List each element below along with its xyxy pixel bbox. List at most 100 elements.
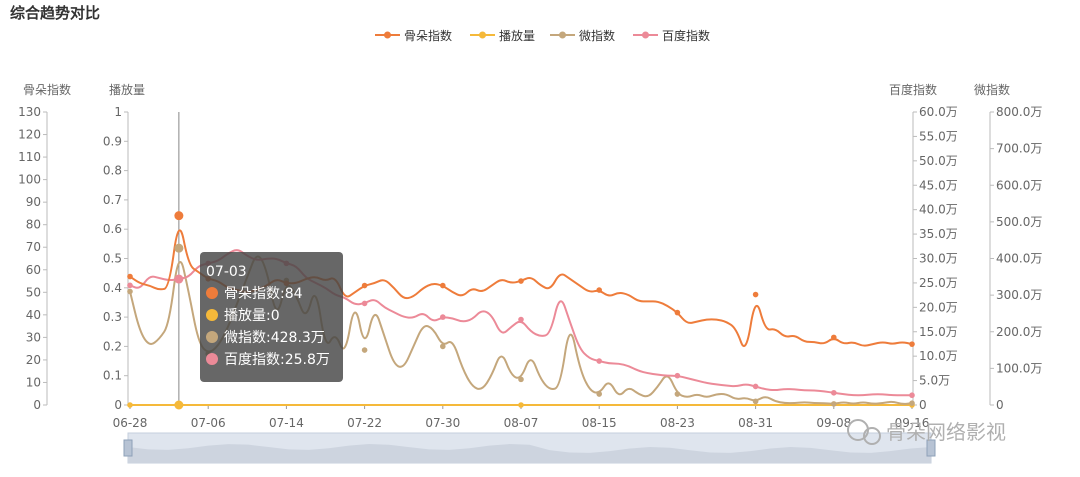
axis-tick-label: 45.0万	[919, 178, 958, 192]
hover-point	[174, 274, 184, 284]
zoom-handle-right[interactable]	[926, 439, 936, 457]
legend-item[interactable]: 骨朵指数	[375, 28, 452, 43]
tooltip-row: 播放量:0	[224, 308, 280, 324]
data-point	[909, 341, 915, 347]
axis-tick-label: 100	[18, 173, 41, 187]
data-point	[440, 343, 446, 350]
data-point	[596, 287, 602, 293]
data-point	[596, 358, 602, 364]
axis-tick-label: 0.3	[103, 310, 122, 324]
axis-tick-label: 0.8	[103, 164, 122, 178]
data-point	[361, 347, 368, 353]
x-tick-label: 07-14	[269, 416, 304, 430]
x-tick-label: 08-15	[582, 416, 617, 430]
data-point	[440, 314, 446, 320]
axis-tick-label: 700.0万	[996, 142, 1042, 156]
x-tick-label: 09-08	[816, 416, 851, 430]
gudu-axis-title: 骨朵指数	[23, 82, 71, 97]
data-point	[518, 316, 524, 323]
data-point	[518, 402, 524, 408]
x-tick-label: 09-16	[895, 416, 930, 430]
axis-tick-label: 200.0万	[996, 325, 1042, 339]
x-tick-label: 08-23	[660, 416, 695, 430]
wechat-icon-2	[863, 427, 881, 445]
axis-tick-label: 120	[18, 128, 41, 142]
data-point	[596, 391, 602, 397]
axis-tick-label: 55.0万	[919, 129, 958, 143]
tooltip-dot	[206, 331, 218, 343]
tooltip-box	[200, 252, 343, 382]
legend-item[interactable]: 微指数	[550, 28, 615, 43]
legend: 骨朵指数 播放量 微指数 百度指数	[375, 28, 710, 43]
axis-tick-label: 20.0万	[919, 300, 958, 314]
data-point	[127, 273, 133, 280]
weibo-axis: 0 100.0万 200.0万 300.0万 400.0万 500.0万 600.0万 700…	[974, 82, 1042, 412]
play-axis: 0 0.1 0.2 0.3 0.4 0.5 0.6 0.7 0.8 0.9 1 播放量	[103, 82, 145, 412]
axis-tick-label: 0	[996, 398, 1004, 412]
axis-tick-label: 20	[26, 353, 41, 367]
watermark: 骨朵网络影视	[847, 419, 1006, 445]
data-point	[127, 288, 133, 295]
data-point	[127, 282, 133, 289]
legend-item[interactable]: 播放量	[470, 28, 535, 43]
axis-tick-label: 0	[114, 398, 122, 412]
axis-tick-label: 0	[919, 398, 927, 412]
legend-marker	[479, 31, 486, 39]
axis-tick-label: 0.4	[103, 281, 122, 295]
legend-item[interactable]: 百度指数	[633, 28, 710, 43]
hover-point	[174, 400, 184, 410]
legend-label: 骨朵指数	[404, 28, 452, 43]
axis-tick-label: 50	[26, 285, 41, 299]
data-point	[752, 398, 759, 405]
play-axis-title: 播放量	[109, 82, 145, 97]
axis-tick-label: 25.0万	[919, 276, 958, 290]
markers-group	[127, 211, 915, 410]
axis-tick-label: 400.0万	[996, 252, 1042, 266]
axis-tick-label: 600.0万	[996, 178, 1042, 192]
axis-tick-label: 35.0万	[919, 227, 958, 241]
tooltip-dot	[206, 309, 218, 321]
hover-point	[174, 243, 184, 253]
legend-marker	[642, 31, 649, 39]
zoom-handle-left[interactable]	[123, 439, 133, 457]
chart-title: 综合趋势对比	[10, 4, 101, 22]
axis-tick-label: 15.0万	[919, 325, 958, 339]
data-point	[674, 391, 681, 397]
axis-tick-label: 110	[18, 150, 41, 164]
data-point	[752, 383, 759, 390]
x-tick-label: 07-30	[425, 416, 460, 430]
data-point	[831, 401, 837, 407]
axis-tick-label: 30	[26, 330, 41, 344]
legend-label: 播放量	[499, 28, 535, 43]
legend-marker	[559, 31, 566, 39]
tooltip-row: 微指数:428.3万	[224, 330, 325, 346]
tooltip-row: 百度指数:25.8万	[224, 352, 330, 368]
data-point	[674, 372, 681, 379]
axis-tick-label: 40.0万	[919, 203, 958, 217]
tooltip-dot	[206, 353, 218, 365]
data-point	[361, 300, 368, 307]
watermark-text: 骨朵网络影视	[886, 420, 1006, 444]
axis-tick-label: 0	[33, 398, 41, 412]
axis-tick-label: 0.7	[103, 193, 122, 207]
axis-tick-label: 5.0万	[919, 374, 950, 388]
axis-tick-label: 500.0万	[996, 215, 1042, 229]
data-zoom-slider	[123, 432, 936, 464]
data-point	[909, 392, 915, 399]
axis-tick-label: 1	[114, 105, 122, 119]
x-tick-label: 08-31	[738, 416, 773, 430]
tooltip-date: 07-03	[206, 264, 247, 280]
data-point	[361, 282, 368, 289]
x-tick-label: 07-06	[191, 416, 226, 430]
axis-tick-label: 90	[26, 195, 41, 209]
axis-tick-label: 40	[26, 308, 41, 322]
x-tick-label: 07-22	[347, 416, 382, 430]
hover-point	[174, 211, 184, 221]
axis-tick-label: 100.0万	[996, 361, 1042, 375]
tooltip-dot	[206, 287, 218, 299]
gudu-axis: 0 10 20 30 40 50 60 70 80 90 100 110 120 130 骨朵指数	[18, 82, 71, 412]
axis-tick-label: 10.0万	[919, 349, 958, 363]
axis-tick-label: 30.0万	[919, 252, 958, 266]
